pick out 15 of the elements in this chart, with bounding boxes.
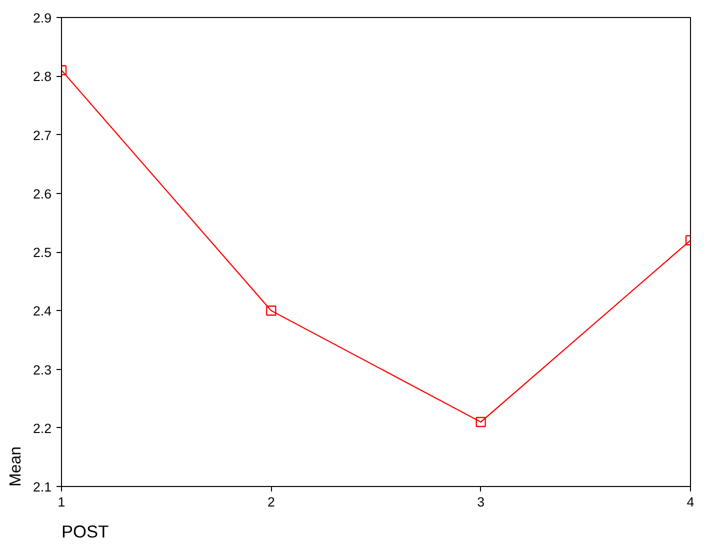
y-tick-label: 2.5 (32, 245, 52, 260)
x-axis-title: POST (62, 522, 110, 542)
y-tick-label: 2.4 (32, 304, 52, 319)
y-tick-label: 2.2 (32, 420, 52, 436)
x-tick-label: 4 (686, 494, 695, 510)
x-tick-label: 3 (477, 494, 485, 510)
x-tick-label: 1 (58, 494, 66, 510)
y-tick-label: 2.1 (32, 480, 52, 494)
y-tick-label: 2.3 (32, 362, 52, 378)
y-axis-title: Mean (8, 446, 24, 486)
y-tick-label: 2.8 (32, 69, 52, 84)
y-tick-label: 2.6 (32, 186, 52, 202)
x-tick-label: 2 (267, 494, 275, 510)
y-tick-label: 2.7 (32, 128, 52, 143)
y-tick-label: 2.9 (32, 10, 52, 26)
